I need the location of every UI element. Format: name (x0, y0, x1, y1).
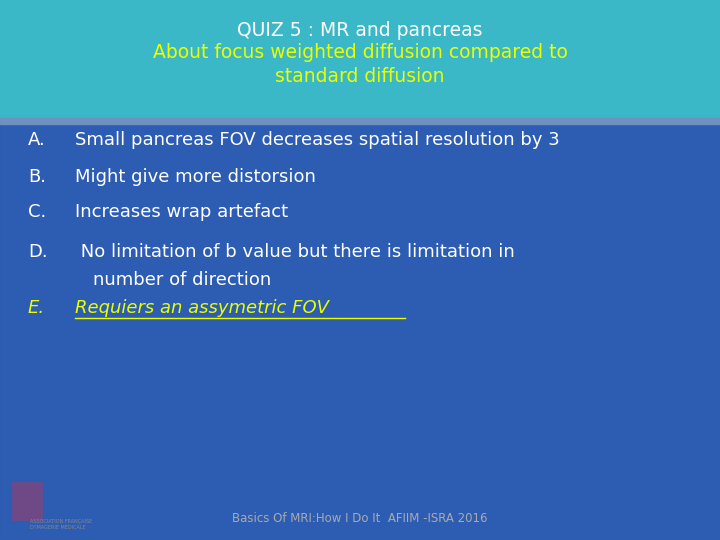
Bar (8, 477, 98, 532)
Text: ASSOCIATION FRANÇAISE
D'IMAGERIE MÉDICALE: ASSOCIATION FRANÇAISE D'IMAGERIE MÉDICAL… (30, 519, 92, 530)
Text: Might give more distorsion: Might give more distorsion (75, 168, 316, 186)
Text: number of direction: number of direction (93, 271, 271, 289)
Text: D.: D. (28, 243, 48, 261)
Bar (12, 482, 42, 520)
Text: No limitation of b value but there is limitation in: No limitation of b value but there is li… (75, 243, 515, 261)
Text: QUIZ 5 : MR and pancreas: QUIZ 5 : MR and pancreas (238, 21, 482, 39)
Text: E.: E. (28, 299, 45, 317)
Text: B.: B. (28, 168, 46, 186)
Bar (0, 0, 720, 118)
Text: Basics Of MRI:How I Do It  AFIIM -ISRA 2016: Basics Of MRI:How I Do It AFIIM -ISRA 20… (233, 511, 487, 524)
Text: standard diffusion: standard diffusion (275, 68, 445, 86)
Text: A.: A. (28, 131, 46, 149)
Bar (12, 482, 42, 520)
Text: Requiers an assymetric FOV: Requiers an assymetric FOV (75, 299, 329, 317)
Text: About focus weighted diffusion compared to: About focus weighted diffusion compared … (153, 44, 567, 63)
Text: C.: C. (28, 203, 46, 221)
Text: Increases wrap artefact: Increases wrap artefact (75, 203, 288, 221)
Bar (0, 118, 720, 124)
Text: Small pancreas FOV decreases spatial resolution by 3: Small pancreas FOV decreases spatial res… (75, 131, 559, 149)
